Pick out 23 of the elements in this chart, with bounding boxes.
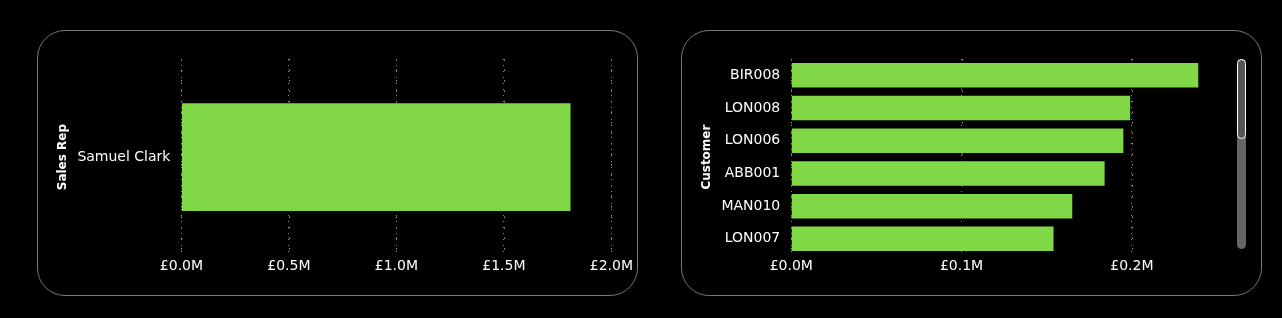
bar [791, 226, 1054, 252]
bar [791, 193, 1073, 219]
x-tick-label: £1.5M [482, 257, 526, 274]
x-tick-label: £1.0M [374, 257, 419, 274]
y-axis-title: Customer [699, 124, 714, 190]
x-tick-label: £0.2M [1110, 257, 1154, 274]
y-tick-label: LON006 [724, 131, 781, 148]
y-axis-title: Sales Rep [55, 123, 70, 191]
bar [791, 95, 1131, 121]
bar [791, 128, 1124, 154]
y-tick-label: LON007 [724, 229, 781, 246]
y-tick-label: MAN010 [721, 196, 781, 213]
y-tick-label: BIR008 [730, 65, 781, 82]
bar [791, 161, 1105, 186]
x-tick-label: £0.0M [159, 257, 204, 274]
y-tick-label: LON008 [724, 98, 781, 115]
y-tick-label: ABB001 [724, 164, 781, 181]
x-tick-label: £0.1M [939, 257, 984, 274]
y-tick-label: Samuel Clark [77, 147, 172, 164]
x-tick-label: £0.5M [267, 257, 311, 274]
x-tick-label: £2.0M [589, 257, 634, 274]
x-tick-label: £0.0M [769, 257, 813, 274]
bar [791, 63, 1199, 88]
